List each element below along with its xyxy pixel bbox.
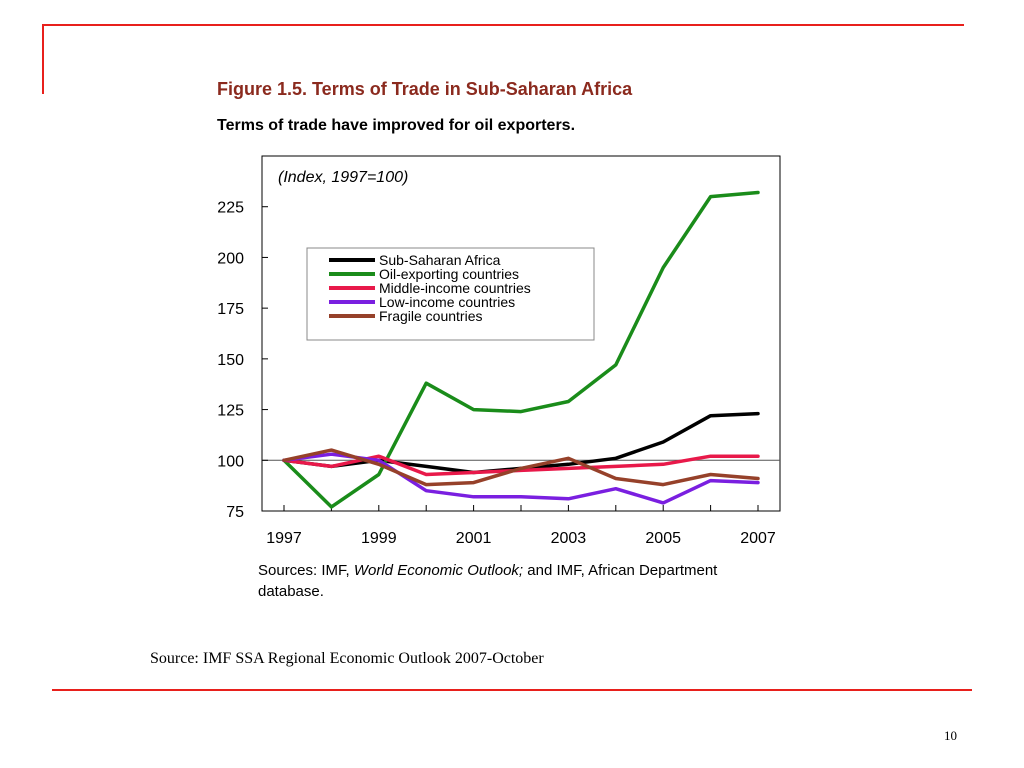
y-tick-label: 125 (217, 403, 244, 420)
x-tick-label: 2003 (551, 530, 587, 547)
y-tick-label: 100 (217, 453, 244, 470)
top-rule (42, 24, 964, 26)
x-tick-label: 1999 (361, 530, 397, 547)
figure-subtitle: Terms of trade have improved for oil exp… (217, 117, 576, 134)
x-tick-label: 2007 (740, 530, 776, 547)
legend-box (306, 247, 595, 341)
x-tick-label: 2005 (645, 530, 681, 547)
legend-label: Middle-income countries (379, 280, 531, 296)
legend-label: Oil-exporting countries (379, 266, 519, 282)
x-tick-label: 1997 (266, 530, 302, 547)
sources-suffix: and IMF, African Department database. (258, 562, 718, 600)
chart-annotation: (Index, 1997=100) (278, 169, 408, 186)
y-tick-label: 175 (217, 301, 244, 318)
series-line (282, 190, 760, 509)
sources-prefix: Sources: IMF, (258, 562, 354, 579)
y-tick-label: 75 (226, 504, 244, 521)
page-number: 10 (944, 728, 957, 743)
x-tick-label: 2001 (456, 530, 492, 547)
y-tick-label: 200 (217, 250, 244, 267)
left-rule (42, 24, 44, 94)
figure-sources: Sources: IMF, World Economic Outlook; an… (258, 560, 778, 602)
series-line (282, 411, 760, 475)
legend-label: Low-income countries (379, 294, 515, 310)
legend-label: Sub-Saharan Africa (379, 252, 501, 268)
slide-source: Source: IMF SSA Regional Economic Outloo… (150, 650, 544, 667)
series-line (282, 448, 760, 487)
sources-publication: World Economic Outlook; (353, 562, 524, 579)
y-tick-label: 225 (217, 200, 244, 217)
legend-label: Fragile countries (379, 308, 483, 324)
bottom-rule (52, 689, 972, 691)
figure-title: Figure 1.5. Terms of Trade in Sub-Sahara… (217, 79, 633, 99)
y-tick-label: 150 (217, 352, 244, 369)
